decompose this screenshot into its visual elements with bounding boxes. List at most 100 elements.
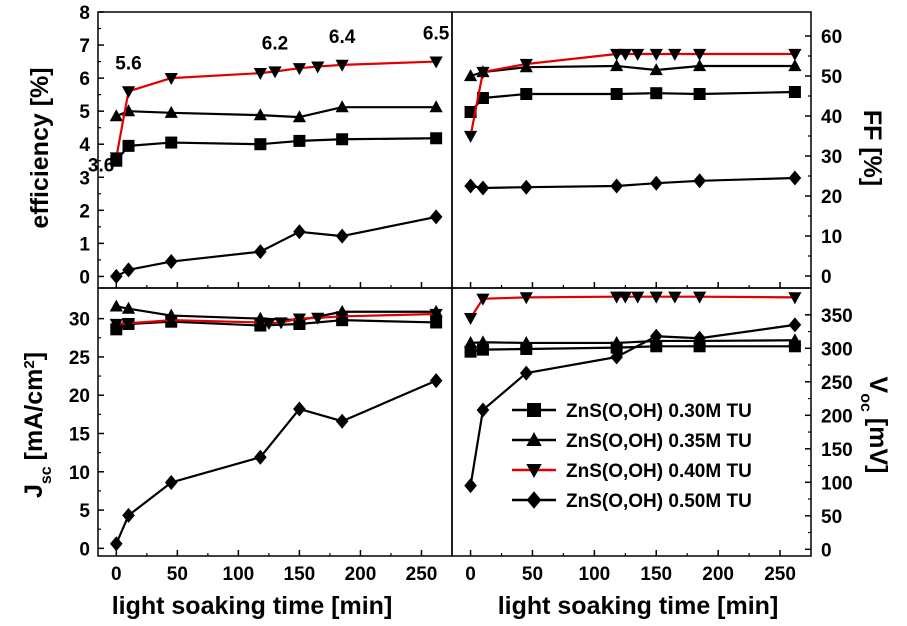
y-tick-label-ff: 60 [821, 27, 842, 48]
data-point-voc [610, 291, 624, 304]
x-tick-label-jsc: 250 [406, 564, 438, 585]
y-tick-label-efficiency: 8 [79, 3, 90, 24]
data-point-ff [519, 58, 533, 71]
y-tick-label-efficiency: 5 [79, 102, 90, 123]
data-point-efficiency [429, 100, 443, 113]
data-point-efficiency [122, 139, 135, 152]
data-point-jsc [335, 413, 349, 429]
data-point-ff [788, 59, 802, 72]
data-point-jsc [164, 474, 178, 490]
panel-efficiency: 0 1 2 3 4 5 6 7 8 3.6 5.6 6.2 6.4 6.5 [79, 3, 453, 289]
data-point-jsc [109, 318, 123, 331]
data-point-voc [463, 336, 478, 349]
data-label-efficiency: 6.2 [262, 33, 288, 54]
data-point-jsc [121, 318, 136, 331]
y-tick-label-efficiency: 7 [79, 36, 90, 57]
y-tick-label-efficiency: 3 [79, 168, 90, 189]
data-point-efficiency [164, 105, 178, 118]
series-line-ff [469, 90, 795, 113]
data-label-efficiency: 5.6 [115, 53, 141, 74]
data-point-jsc [121, 301, 136, 314]
x-tick-label-voc: 250 [764, 564, 796, 585]
data-point-jsc [254, 449, 267, 465]
data-point-jsc [110, 536, 123, 552]
data-point-voc [610, 349, 623, 365]
data-point-ff [693, 88, 706, 100]
x-tick-label-voc: 50 [522, 564, 543, 585]
data-point-jsc [292, 313, 307, 326]
x-axis-title-left: light soaking time [min] [112, 592, 393, 620]
data-point-ff [692, 59, 707, 72]
y-tick-label-jsc: 30 [69, 310, 90, 331]
data-point-efficiency [335, 59, 349, 72]
data-point-voc [618, 291, 632, 304]
data-point-efficiency [122, 262, 135, 278]
data-point-jsc [109, 299, 123, 312]
y-tick-label-voc: 50 [821, 507, 842, 528]
data-point-jsc [429, 308, 443, 321]
data-point-ff [692, 48, 707, 61]
data-point-voc [476, 402, 490, 418]
data-point-ff [788, 86, 801, 98]
x-tick-label-voc: 150 [640, 564, 672, 585]
y-tick-label-ff: 20 [821, 187, 842, 208]
y-tick-label-efficiency: 4 [79, 135, 90, 156]
data-point-jsc [274, 317, 288, 330]
data-point-efficiency [110, 268, 123, 284]
y-tick-label-jsc: 0 [79, 539, 90, 560]
data-point-efficiency [253, 108, 267, 121]
y-tick-label-jsc: 20 [69, 386, 90, 407]
data-point-ff [610, 59, 624, 72]
data-point-efficiency [164, 254, 178, 270]
data-point-ff [520, 88, 533, 100]
data-point-efficiency [311, 61, 325, 74]
data-point-efficiency [254, 138, 267, 151]
legend-item: ZnS(O,OH) 0.30M TU [512, 401, 752, 422]
y-tick-label-voc: 0 [821, 540, 832, 561]
data-label-efficiency: 6.4 [329, 27, 356, 48]
y-tick-label-efficiency: 6 [79, 69, 90, 90]
y-tick-label-jsc: 10 [69, 463, 90, 484]
x-tick-label-voc: 200 [702, 564, 734, 585]
data-point-ff [476, 180, 490, 196]
data-point-ff [610, 88, 623, 100]
data-point-voc [668, 291, 682, 304]
series-line-efficiency [115, 106, 437, 119]
data-point-jsc [335, 311, 349, 324]
series-line-jsc [115, 379, 437, 545]
data-point-efficiency [109, 152, 123, 165]
y-axis-title-jsc: Jsc[mA/cm2] [20, 352, 55, 498]
data-point-efficiency [335, 228, 349, 244]
legend-label: ZnS(O,OH) 0.50M TU [566, 491, 752, 512]
data-point-efficiency [268, 66, 282, 79]
data-point-voc [464, 345, 477, 358]
data-point-jsc [429, 373, 443, 389]
y-tick-label-voc: 300 [821, 339, 853, 360]
y-tick-label-voc: 350 [821, 306, 853, 327]
legend: ZnS(O,OH) 0.30M TU ZnS(O,OH) 0.35M TU ZnS(… [512, 401, 752, 512]
data-point-ff [668, 48, 682, 61]
y-tick-label-voc: 250 [821, 373, 853, 394]
data-point-efficiency [165, 136, 178, 149]
data-point-ff [693, 173, 706, 189]
x-tick-label-jsc: 50 [167, 564, 188, 585]
data-point-voc [463, 313, 478, 326]
legend-item: ZnS(O,OH) 0.35M TU [512, 431, 752, 452]
y-tick-label-jsc: 25 [69, 348, 91, 369]
data-point-voc [631, 291, 645, 304]
data-point-ff [463, 69, 478, 82]
data-point-efficiency [253, 68, 267, 81]
data-point-ff [519, 179, 533, 195]
data-point-voc [519, 292, 533, 305]
series-line-ff [470, 64, 795, 78]
x-tick-label-jsc: 100 [223, 564, 255, 585]
y-tick-label-ff: 40 [821, 107, 842, 128]
plot-layer: 0 1 2 3 4 5 6 7 8 3.6 5.6 6.2 6.4 6.5 0 10 20 30 40 50 60 0 5 1… [69, 3, 853, 585]
y-tick-label-jsc: 5 [79, 501, 90, 522]
data-point-ff [631, 48, 645, 61]
data-point-efficiency [429, 209, 443, 225]
data-point-ff [464, 178, 477, 194]
data-point-voc [610, 336, 624, 349]
data-point-ff [788, 48, 802, 61]
